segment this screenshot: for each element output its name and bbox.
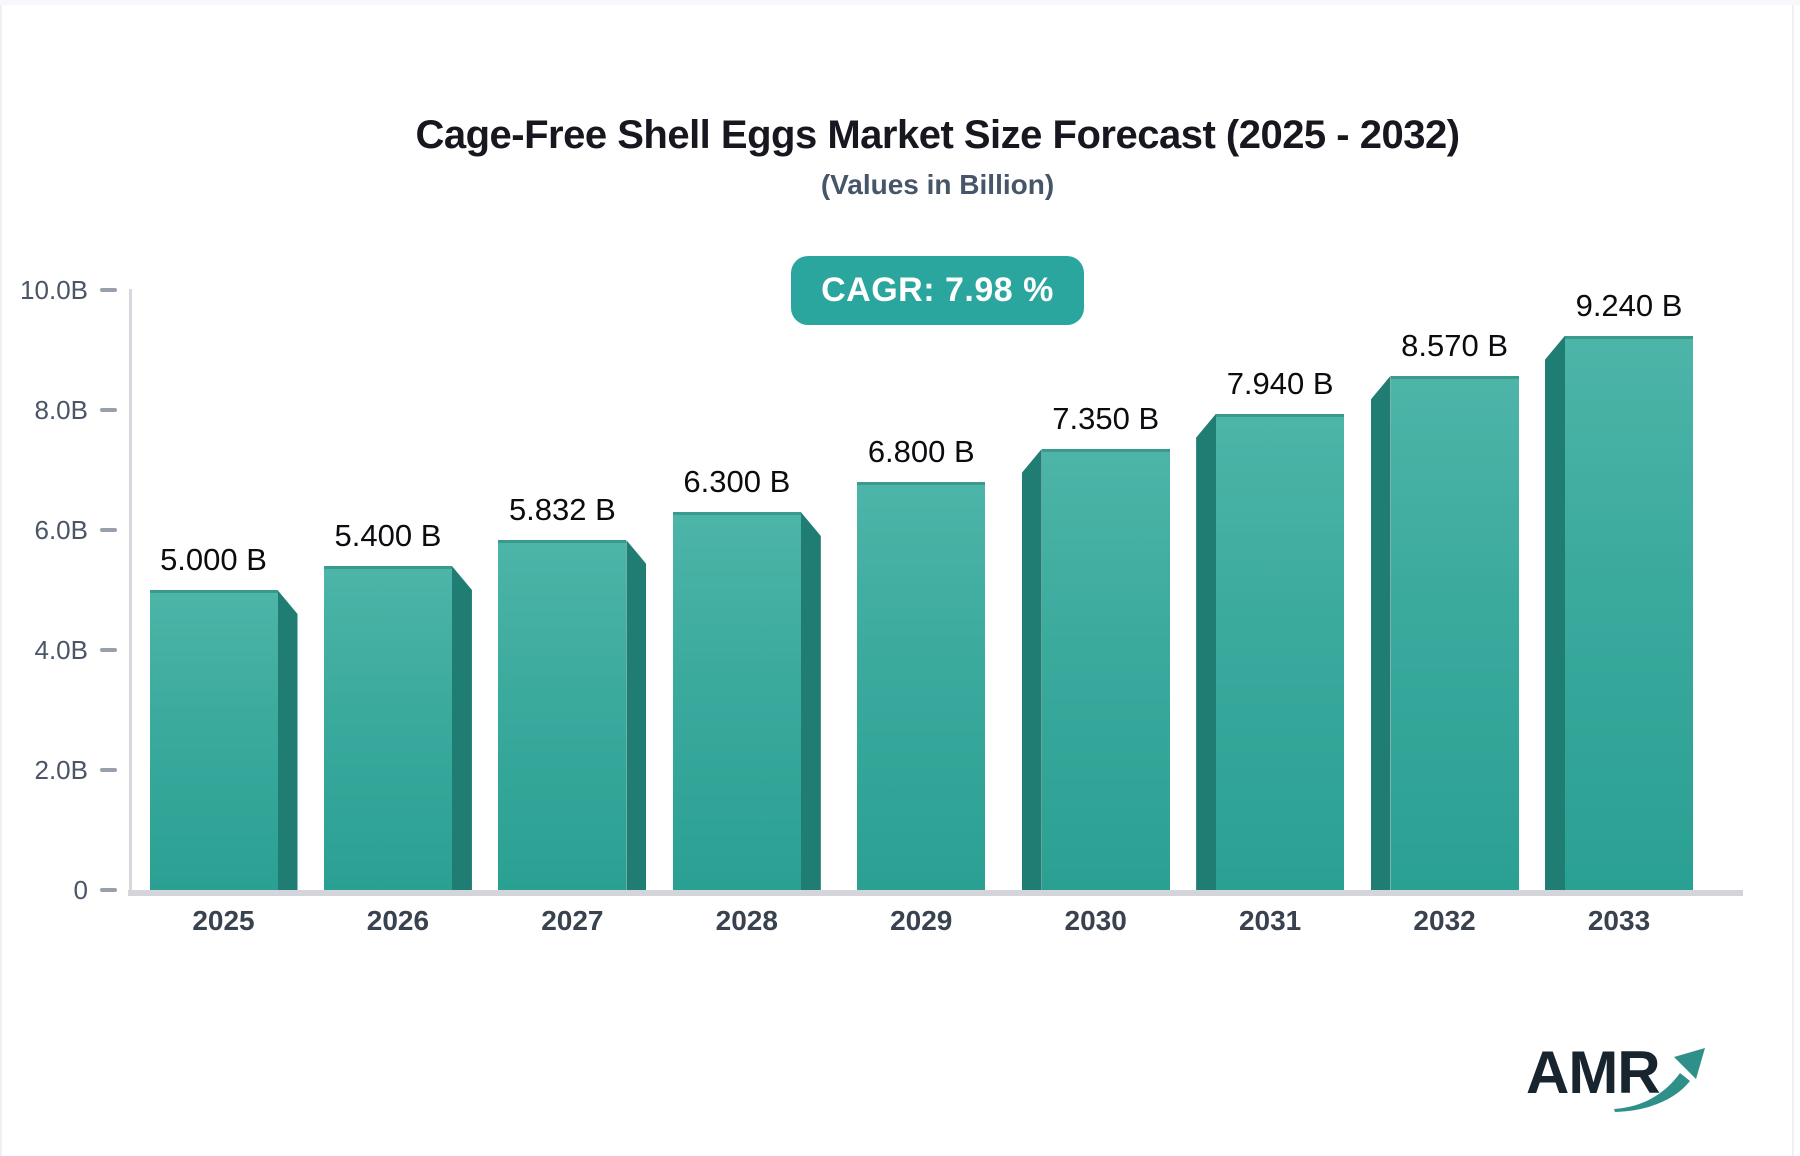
bar-2028	[672, 512, 821, 890]
amr-logo-arrow-icon	[1614, 1048, 1705, 1112]
x-tick-label-2032: 2032	[1413, 905, 1476, 936]
bar-2027	[498, 540, 647, 890]
bar-value-label-2030: 7.350 B	[1052, 401, 1160, 436]
x-tick-label-2027: 2027	[541, 905, 604, 936]
bar-2033	[1545, 335, 1694, 890]
bar-value-label-2033: 9.240 B	[1575, 287, 1683, 323]
bar-value-label-2026: 5.400 B	[334, 518, 442, 553]
cagr-badge-row: CAGR: 7.98 %	[130, 256, 1745, 325]
chart-subtitle: (Values in Billion)	[820, 169, 1055, 200]
bar-face-2026	[323, 566, 452, 890]
bar-face-2033	[1565, 335, 1694, 890]
bar-face-2032	[1390, 375, 1519, 890]
y-axis-line	[129, 289, 132, 896]
bar-2026	[323, 566, 472, 890]
bar-value-label-2032: 8.570 B	[1401, 327, 1509, 363]
y-tick-dash	[100, 288, 117, 292]
right-edge-border	[1792, 5, 1794, 1156]
chart-header: Cage-Free Shell Eggs Market Size Forecas…	[130, 111, 1745, 201]
left-edge-border	[0, 5, 2, 1156]
y-tick-dash	[100, 648, 117, 652]
y-tick-label-2.0B: 2.0B	[34, 755, 89, 785]
bar-value-label-2031: 7.940 B	[1226, 365, 1334, 401]
x-tick-label-2026: 2026	[366, 905, 430, 936]
y-tick-label-0: 0	[73, 875, 88, 905]
y-tick-label-10.0B: 10.0B	[20, 275, 88, 305]
x-tick-label-2033: 2033	[1587, 905, 1651, 936]
bar-2032	[1370, 375, 1519, 890]
bar-side-face-2025	[277, 590, 298, 890]
bar-value-label-2027: 5.832 B	[508, 492, 616, 528]
y-tick-dash	[100, 528, 117, 532]
x-tick-label-2029: 2029	[890, 905, 953, 936]
bar-2029	[857, 482, 986, 890]
bar-face-2031	[1216, 413, 1345, 890]
bar-2030	[1021, 449, 1170, 890]
y-tick-label-6.0B: 6.0B	[34, 515, 89, 545]
bar-face-2028	[672, 512, 801, 890]
amr-logo: AMR	[1526, 1041, 1706, 1121]
chart-title: Cage-Free Shell Eggs Market Size Forecas…	[415, 113, 1460, 157]
bar-face-2030	[1041, 449, 1170, 890]
bar-side-face-2030	[1021, 449, 1042, 890]
bar-2025	[149, 590, 298, 890]
bar-side-face-2032	[1370, 375, 1391, 890]
x-tick-label-2028: 2028	[715, 905, 778, 936]
bar-side-face-2027	[626, 540, 647, 890]
bar-side-face-2026	[451, 566, 472, 890]
y-tick-dash	[100, 768, 117, 772]
x-tick-label-2031: 2031	[1238, 905, 1302, 936]
x-axis-baseline	[128, 890, 1743, 896]
bar-side-face-2033	[1545, 335, 1566, 890]
x-tick-label-2025: 2025	[192, 905, 255, 936]
bar-side-face-2028	[800, 512, 821, 890]
y-tick-label-8.0B: 8.0B	[34, 395, 89, 425]
bar-face-2029	[857, 482, 986, 890]
bar-face-2025	[149, 590, 278, 890]
bar-value-label-2025: 5.000 B	[160, 542, 267, 577]
bar-2031	[1196, 413, 1345, 890]
bar-face-2027	[498, 540, 627, 890]
bar-value-label-2028: 6.300 B	[683, 464, 791, 499]
amr-logo-text: AMR	[1526, 1039, 1661, 1106]
cagr-badge: CAGR: 7.98 %	[791, 256, 1084, 325]
y-tick-label-4.0B: 4.0B	[34, 635, 89, 665]
bar-side-face-2031	[1196, 413, 1217, 890]
y-tick-dash	[100, 888, 117, 892]
y-tick-dash	[100, 408, 117, 412]
x-tick-label-2030: 2030	[1064, 905, 1127, 936]
bar-value-label-2029: 6.800 B	[867, 434, 975, 469]
